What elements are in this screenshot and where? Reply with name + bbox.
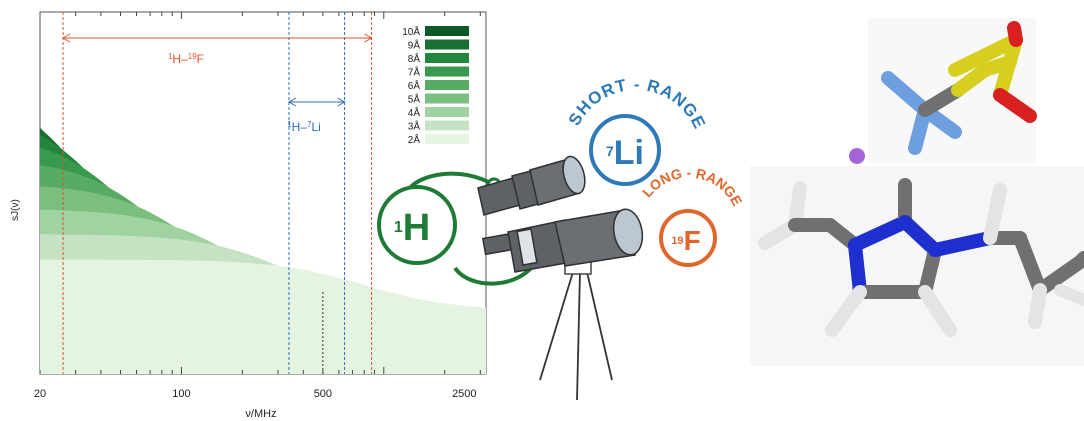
lithium-ring: [589, 114, 661, 186]
area-series-group: [40, 127, 486, 374]
legend-swatch: [425, 120, 469, 131]
y-axis-label: sJ(ν): [10, 199, 21, 221]
legend-swatch: [425, 93, 469, 104]
fluorine-ring: [659, 209, 717, 267]
range-label-h-f: 1H–19F: [168, 52, 204, 67]
legend-label: 3Å: [408, 120, 421, 133]
range-arrowhead-left-h-li: [287, 97, 297, 107]
legend-label: 9Å: [408, 39, 421, 52]
legend-swatch: [425, 53, 469, 63]
legend-label: 6Å: [408, 79, 421, 92]
cation-imidazolium: [758, 178, 1084, 337]
x-axis-label: ν/MHz: [245, 408, 276, 420]
legend-swatch: [425, 80, 469, 90]
legend-label: 5Å: [408, 93, 421, 106]
proton-badge: 1H: [377, 185, 457, 265]
x-tick-label: 500: [314, 388, 332, 400]
legend-label: 2Å: [408, 133, 421, 146]
range-arrowhead-right-h-li: [337, 97, 346, 107]
legend-swatch: [425, 39, 469, 50]
x-tick-labels: 20 100 500 2500: [34, 388, 477, 400]
x-tick-label: 20: [34, 388, 46, 400]
legend-label: 7Å: [408, 66, 421, 79]
tripod: [539, 257, 613, 401]
legend-swatch: [425, 107, 469, 117]
fluorine-badge: LONG - RANGE 19F: [639, 165, 746, 267]
fluorine-symbol: 19F: [671, 225, 700, 256]
x-tick-label: 2500: [452, 388, 476, 400]
lithium-ion: [849, 148, 865, 164]
legend-label: 4Å: [408, 106, 421, 119]
proton-symbol: 1H: [394, 207, 430, 249]
legend-label: 10Å: [402, 25, 420, 38]
legend-swatch: [425, 26, 469, 36]
range-arrowhead-right-h-f: [364, 33, 373, 43]
cord-upper: [408, 171, 496, 190]
small-telescope: [477, 155, 586, 216]
range-label-h-li: 1H–7Li: [287, 120, 321, 135]
range-arrowhead-left-h-f: [62, 33, 71, 43]
area-2a: [40, 259, 486, 374]
x-tick-label: 100: [172, 388, 190, 400]
range-arrow-h-li: 1H–7Li: [287, 97, 346, 135]
proton-ring: [377, 185, 457, 265]
legend-swatch: [425, 66, 469, 77]
range-lines: [62, 12, 373, 374]
range-arrow-h-f: 1H–19F: [62, 33, 373, 67]
legend-swatch: [425, 134, 469, 144]
legend-label: 8Å: [408, 52, 421, 65]
lithium-symbol: 7Li: [606, 134, 644, 172]
telescope-illustration: 1H SHORT - RANGE 7Li LONG - RANGE 19F: [377, 75, 746, 401]
ion-pair-model: [750, 18, 1084, 366]
long-range-label: LONG - RANGE: [639, 165, 746, 209]
anion-triflate: [881, 21, 1037, 155]
large-telescope: [481, 208, 644, 273]
spectral-density-chart: 20 100 500 2500 sJ(ν) ν/MHz 1H–19F 1H–7Li 1…: [10, 11, 487, 420]
